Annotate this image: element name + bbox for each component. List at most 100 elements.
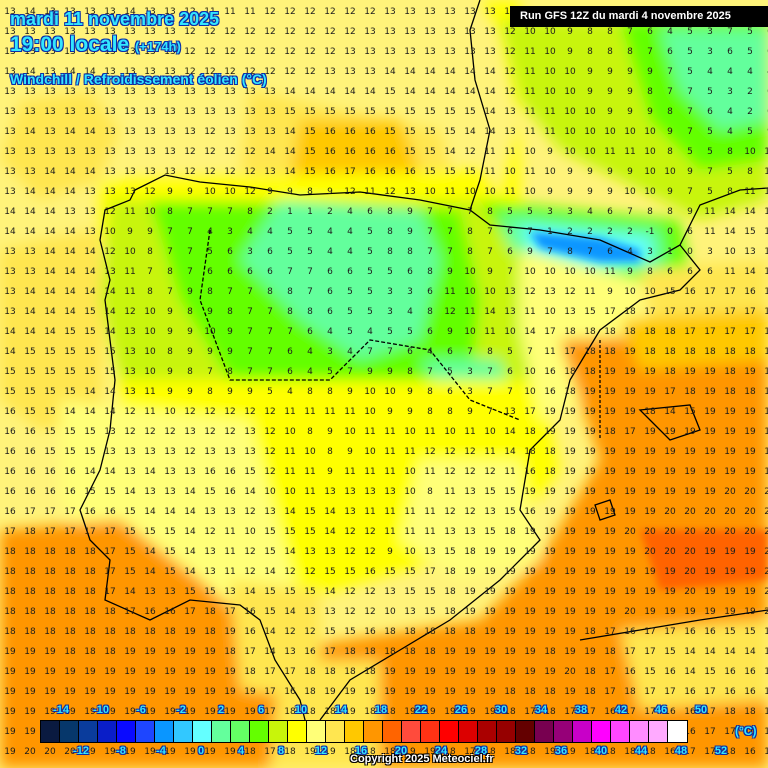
grid-value: 19 <box>40 667 60 677</box>
grid-value: 8 <box>580 27 600 37</box>
grid-value: 7 <box>240 307 260 317</box>
grid-value: 19 <box>740 587 760 597</box>
grid-value: 17 <box>600 307 620 317</box>
grid-value: 19 <box>200 647 220 657</box>
grid-value: 10 <box>460 267 480 277</box>
grid-value: 7 <box>200 367 220 377</box>
grid-value: 9 <box>160 387 180 397</box>
grid-value: 19 <box>620 467 640 477</box>
grid-value: 18 <box>400 627 420 637</box>
grid-value: 17 <box>640 307 660 317</box>
grid-value: 15 <box>380 127 400 137</box>
grid-value: 12 <box>240 547 260 557</box>
grid-value: 10 <box>520 267 540 277</box>
grid-value: 2 <box>620 227 640 237</box>
grid-value: 9 <box>320 467 340 477</box>
grid-value: 9 <box>580 187 600 197</box>
grid-value: 12 <box>500 87 520 97</box>
grid-value: 17 <box>760 307 768 317</box>
grid-value: 4 <box>620 247 640 257</box>
grid-value: 14 <box>0 227 20 237</box>
grid-value: 12 <box>180 67 200 77</box>
grid-value: 18 <box>580 747 600 757</box>
grid-value: 19 <box>540 747 560 757</box>
grid-value: 9 <box>560 187 580 197</box>
grid-value: 7 <box>240 347 260 357</box>
grid-value: 15 <box>340 107 360 117</box>
grid-value: 15 <box>500 487 520 497</box>
grid-value: 10 <box>620 287 640 297</box>
grid-value: 12 <box>260 407 280 417</box>
grid-value: 17 <box>760 327 768 337</box>
grid-value: 16 <box>0 407 20 417</box>
grid-value: 10 <box>400 467 420 477</box>
legend-label-top: -14 <box>53 704 69 716</box>
grid-value: 8 <box>420 267 440 277</box>
grid-value: 13 <box>440 7 460 17</box>
grid-value: 15 <box>160 527 180 537</box>
grid-value: 16 <box>360 567 380 577</box>
grid-value: 19 <box>0 687 20 697</box>
grid-value: 10 <box>560 107 580 117</box>
grid-value: 12 <box>120 427 140 437</box>
grid-value: 18 <box>620 687 640 697</box>
grid-value: 17 <box>600 687 620 697</box>
grid-value: 12 <box>440 467 460 477</box>
legend-label-bottom: 12 <box>315 745 327 757</box>
grid-value: 18 <box>500 687 520 697</box>
grid-value: 19 <box>700 427 720 437</box>
grid-value: 13 <box>0 47 20 57</box>
grid-value: 15 <box>200 487 220 497</box>
grid-value: 8 <box>140 247 160 257</box>
grid-value: 13 <box>160 7 180 17</box>
grid-value: 19 <box>560 687 580 697</box>
grid-value: 16 <box>0 427 20 437</box>
grid-value: 18 <box>200 607 220 617</box>
grid-value: 15 <box>80 487 100 497</box>
grid-value: 13 <box>260 167 280 177</box>
grid-value: 13 <box>160 67 180 77</box>
grid-value: 2 <box>320 207 340 217</box>
grid-value: 19 <box>520 547 540 557</box>
grid-value: 20 <box>760 527 768 537</box>
grid-value: 9 <box>220 327 240 337</box>
grid-value: 12 <box>360 7 380 17</box>
grid-value: 8 <box>740 167 760 177</box>
grid-value: 16 <box>160 607 180 617</box>
grid-value: 10 <box>400 487 420 497</box>
legend-swatch <box>231 721 250 742</box>
grid-value: 13 <box>420 47 440 57</box>
grid-value: 14 <box>520 327 540 337</box>
grid-value: 10 <box>460 327 480 337</box>
legend-label-bottom: 8 <box>278 745 284 757</box>
grid-value: 17 <box>240 647 260 657</box>
grid-value: 16 <box>100 507 120 517</box>
grid-value: 12 <box>260 7 280 17</box>
grid-value: 19 <box>480 607 500 617</box>
grid-value: 13 <box>0 27 20 37</box>
grid-value: 11 <box>360 427 380 437</box>
grid-value: 9 <box>400 227 420 237</box>
grid-value: 16 <box>540 367 560 377</box>
grid-value: 10 <box>600 127 620 137</box>
grid-value: 16 <box>540 387 560 397</box>
grid-value: 17 <box>420 567 440 577</box>
grid-value: 19 <box>700 607 720 617</box>
grid-value: 19 <box>20 687 40 697</box>
grid-value: 3 <box>560 207 580 217</box>
grid-value: 14 <box>320 507 340 517</box>
grid-value: 17 <box>520 707 540 717</box>
grid-value: 13 <box>40 27 60 37</box>
grid-value: 3 <box>380 307 400 317</box>
grid-value: 8 <box>420 387 440 397</box>
grid-value: 15 <box>460 107 480 117</box>
grid-value: 15 <box>40 387 60 397</box>
grid-value: 17 <box>20 507 40 517</box>
grid-value: 9 <box>440 267 460 277</box>
grid-value: 19 <box>40 707 60 717</box>
grid-value: 5 <box>360 247 380 257</box>
grid-value: 7 <box>680 87 700 97</box>
legend-label-bottom: -12 <box>73 745 89 757</box>
grid-value: 13 <box>320 547 340 557</box>
grid-value: 6 <box>400 347 420 357</box>
